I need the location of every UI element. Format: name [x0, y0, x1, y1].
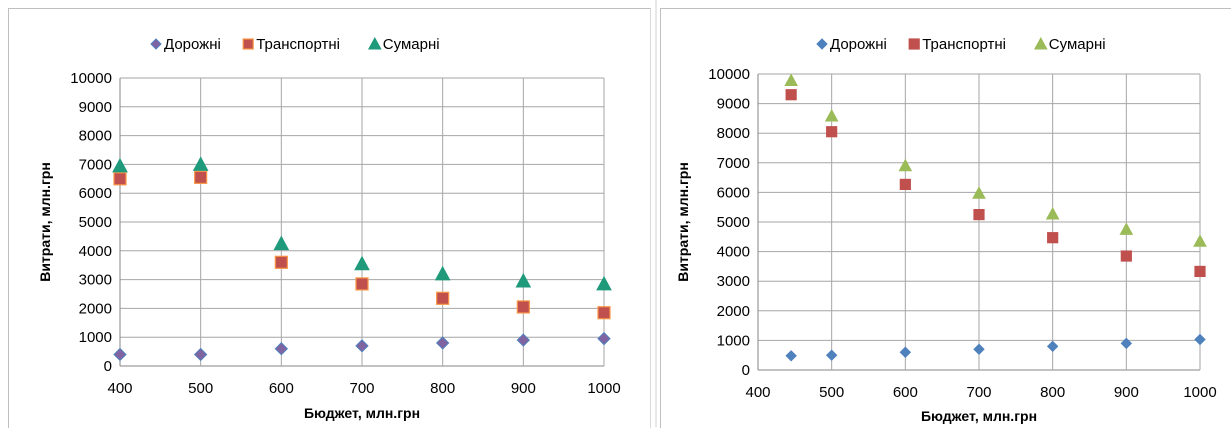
data-point	[1195, 335, 1205, 345]
y-tick-label: 2000	[79, 300, 112, 317]
x-axis-title: Бюджет, млн.грн	[921, 408, 1037, 424]
data-point	[1194, 235, 1206, 246]
x-tick-label: 900	[1114, 384, 1139, 401]
y-tick-label: 9000	[79, 99, 112, 116]
data-point	[1048, 341, 1058, 351]
data-point	[1195, 266, 1205, 276]
y-tick-label: 8000	[717, 125, 750, 142]
data-point	[900, 179, 910, 189]
x-tick-label: 1000	[587, 380, 620, 397]
y-tick-label: 10000	[708, 66, 750, 83]
y-tick-label: 3000	[717, 273, 750, 290]
y-axis-title: Витрати, млн.грн	[675, 162, 691, 282]
data-point	[436, 267, 450, 280]
data-point	[974, 210, 984, 220]
data-point	[356, 278, 368, 290]
legend-marker	[151, 39, 161, 49]
legend-marker	[1035, 38, 1047, 49]
y-tick-label: 0	[742, 362, 750, 379]
data-point	[195, 348, 207, 360]
y-tick-label: 1000	[717, 332, 750, 349]
chart-right-svg: 0 1000 2000 3000 4000 5000 6000 7000 8000 9000 100…	[660, 0, 1231, 427]
y-tick-label: 7000	[717, 155, 750, 172]
legend-marker	[909, 39, 919, 49]
y-tick-label: 0	[104, 358, 112, 375]
data-point	[826, 110, 838, 121]
data-point	[827, 127, 837, 137]
x-tick-label: 400	[745, 384, 770, 401]
data-point	[597, 277, 611, 290]
data-point	[437, 292, 449, 304]
x-tick-label: 500	[188, 380, 213, 397]
data-point	[275, 343, 287, 355]
y-tick-label: 5000	[717, 214, 750, 231]
y-tick-label: 3000	[79, 272, 112, 289]
y-tick-label: 9000	[717, 96, 750, 113]
data-point	[275, 256, 287, 268]
data-point	[974, 344, 984, 354]
x-tick-label: 900	[511, 380, 536, 397]
x-tick-label: 800	[430, 380, 455, 397]
data-point	[827, 350, 837, 360]
x-tick-label: 800	[1040, 384, 1065, 401]
data-point	[114, 348, 126, 360]
y-tick-label: 4000	[717, 244, 750, 261]
data-point	[114, 173, 126, 185]
chart-left-svg: 0 1000 2000 3000 4000 5000 6000 7000 8000 9000 100…	[0, 0, 653, 427]
data-point	[899, 160, 911, 171]
y-tick-label: 6000	[79, 185, 112, 202]
legend-marker	[369, 38, 381, 49]
data-point	[195, 171, 207, 183]
data-point	[786, 351, 796, 361]
data-point	[1047, 208, 1059, 219]
legend-marker	[243, 39, 253, 49]
y-tick-label: 4000	[79, 243, 112, 260]
chart-panel-right: 0 1000 2000 3000 4000 5000 6000 7000 8000 9000 100…	[660, 0, 1231, 427]
data-point	[785, 75, 797, 86]
legend-marker	[817, 39, 827, 49]
x-tick-label: 400	[107, 380, 132, 397]
y-tick-label: 1000	[79, 329, 112, 346]
data-point	[786, 90, 796, 100]
x-tick-label: 600	[269, 380, 294, 397]
data-point	[1121, 338, 1131, 348]
legend-label: Дорожні	[830, 36, 887, 53]
y-tick-label: 8000	[79, 128, 112, 145]
y-tick-label: 2000	[717, 303, 750, 320]
data-point	[355, 257, 369, 270]
chart-panel-left: 0 1000 2000 3000 4000 5000 6000 7000 8000 9000 100…	[0, 0, 653, 427]
data-point	[356, 340, 368, 352]
data-point	[517, 301, 529, 313]
panel-divider	[655, 0, 657, 427]
data-point	[516, 274, 530, 287]
data-point	[598, 307, 610, 319]
data-point	[1121, 251, 1131, 261]
data-point	[1120, 223, 1132, 234]
data-point	[900, 347, 910, 357]
data-point	[274, 237, 288, 250]
legend-label: Сумарні	[383, 36, 440, 53]
x-tick-label: 700	[966, 384, 991, 401]
x-tick-label: 700	[349, 380, 374, 397]
y-tick-label: 5000	[79, 214, 112, 231]
data-point	[437, 337, 449, 349]
x-axis-title: Бюджет, млн.грн	[304, 405, 420, 421]
legend-label: Дорожні	[164, 36, 221, 53]
data-point	[1048, 233, 1058, 243]
x-tick-label: 1000	[1183, 384, 1216, 401]
x-tick-label: 600	[893, 384, 918, 401]
x-tick-label: 500	[819, 384, 844, 401]
y-tick-label: 7000	[79, 156, 112, 173]
y-tick-label: 6000	[717, 184, 750, 201]
legend-label: Транспортні	[922, 36, 1006, 53]
data-point	[517, 334, 529, 346]
data-point	[113, 159, 127, 172]
legend-label: Сумарні	[1049, 36, 1106, 53]
y-axis-title: Витрати, млн.грн	[37, 162, 53, 282]
y-tick-label: 10000	[70, 70, 112, 87]
legend-label: Транспортні	[256, 36, 340, 53]
data-point	[598, 333, 610, 345]
